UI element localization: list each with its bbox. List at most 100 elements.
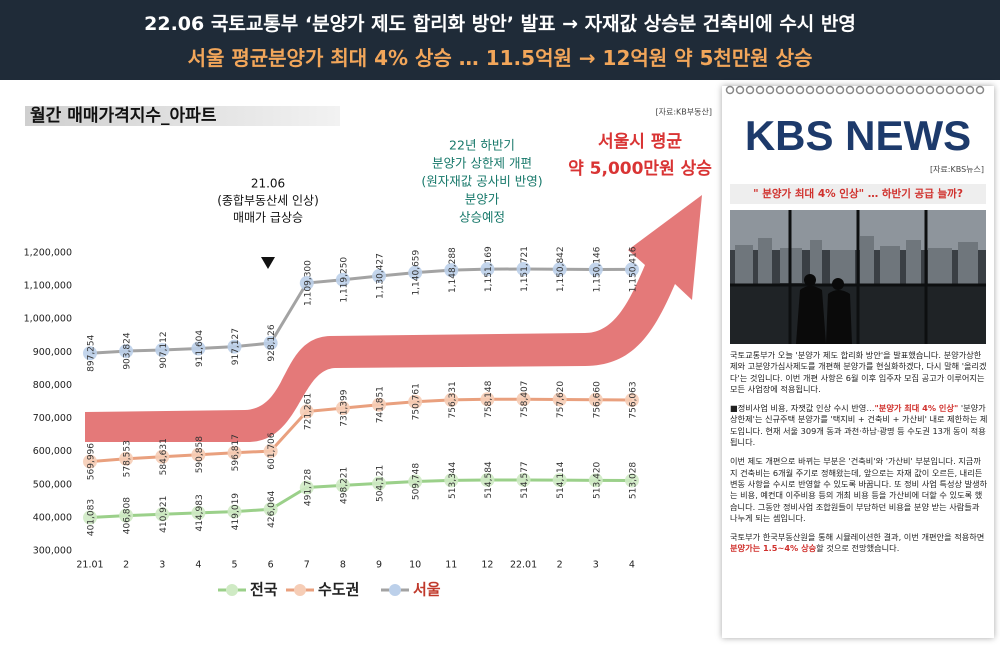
value-label: 498,221 xyxy=(339,467,349,504)
x-tick-label: 3 xyxy=(159,560,165,571)
legend-marker xyxy=(294,584,306,596)
news-paragraph: ■정비사업 비용, 자잿값 인상 수시 반영…"분양가 최대 4% 인상" '분… xyxy=(730,403,988,448)
value-label: 757,620 xyxy=(556,381,566,418)
x-tick-label: 5 xyxy=(231,560,237,571)
point-marker xyxy=(155,449,170,464)
ring xyxy=(925,85,935,95)
value-label: 569,996 xyxy=(87,443,97,480)
point-marker xyxy=(552,392,567,407)
value-label: 426,064 xyxy=(267,490,277,527)
point-marker xyxy=(588,392,603,407)
value-label: 741,851 xyxy=(376,386,386,423)
ring xyxy=(795,85,805,95)
value-label: 401,083 xyxy=(87,499,97,536)
ring xyxy=(915,85,925,95)
x-tick-label: 6 xyxy=(268,560,274,571)
point-marker xyxy=(227,504,242,519)
x-tick-label: 2 xyxy=(123,560,129,571)
value-label: 514,114 xyxy=(556,461,566,498)
value-label: 406,808 xyxy=(123,497,133,534)
value-label: 513,420 xyxy=(592,461,602,498)
ring xyxy=(945,85,955,95)
point-marker xyxy=(516,392,531,407)
value-label: 1,130,427 xyxy=(376,253,386,299)
annotation: 상승예정 xyxy=(459,210,505,225)
point-marker xyxy=(408,394,423,409)
ring xyxy=(865,85,875,95)
value-label: 721,261 xyxy=(303,393,313,430)
news-text: 국토부가 한국부동산원을 통해 시뮬레이션한 결과, 이번 개편안을 적용하면 xyxy=(730,532,985,543)
point-marker xyxy=(624,392,639,407)
news-logo: KBS NEWS xyxy=(744,112,972,159)
news-paragraph: 이번 제도 개편으로 바뀌는 부분은 '건축비'와 '가산비' 부분입니다. 지… xyxy=(730,456,988,524)
news-text: 분양가는 1.5~4% 상승 xyxy=(730,543,817,554)
x-tick-label: 4 xyxy=(629,560,635,571)
series-line xyxy=(89,267,632,355)
value-label: 513,028 xyxy=(628,462,638,499)
ring xyxy=(805,85,815,95)
y-tick-label: 700,000 xyxy=(33,413,72,424)
point-marker xyxy=(335,401,350,416)
news-text: ■정비사업 비용, 자잿값 인상 수시 반영… xyxy=(730,403,875,414)
value-label: 1,151,721 xyxy=(520,246,530,292)
y-tick-label: 300,000 xyxy=(33,546,72,557)
ring xyxy=(835,85,845,95)
annotation: (종합부동산세 인상) xyxy=(217,194,319,208)
point-marker xyxy=(299,404,314,419)
legend-marker xyxy=(389,584,401,596)
ring xyxy=(975,85,985,95)
point-marker xyxy=(552,262,567,277)
value-label: 578,553 xyxy=(123,440,133,477)
annotation: 21.06 xyxy=(251,177,285,191)
y-tick-label: 1,100,000 xyxy=(24,281,72,292)
ring xyxy=(965,85,975,95)
news-source: [자료:KBS뉴스] xyxy=(929,165,984,174)
pointer-triangle xyxy=(261,257,275,269)
x-tick-label: 2 xyxy=(557,560,563,571)
point-marker xyxy=(372,397,387,412)
annotation: 분양가 xyxy=(465,192,500,207)
value-label: 1,119,250 xyxy=(339,257,349,303)
point-marker xyxy=(444,263,459,278)
x-tick-label: 9 xyxy=(376,560,382,571)
binding-rings xyxy=(725,85,985,95)
point-marker xyxy=(516,472,531,487)
value-label: 758,148 xyxy=(484,380,494,417)
value-label: 1,109,300 xyxy=(303,260,313,306)
ring xyxy=(855,85,865,95)
ring xyxy=(735,85,745,95)
point-marker xyxy=(335,478,350,493)
value-label: 410,921 xyxy=(159,496,169,533)
value-label: 1,150,146 xyxy=(592,246,602,292)
ring xyxy=(895,85,905,95)
point-marker xyxy=(480,392,495,407)
point-marker xyxy=(263,444,278,459)
point-marker xyxy=(444,392,459,407)
x-tick-label: 22.01 xyxy=(510,560,537,571)
value-label: 756,331 xyxy=(448,381,458,418)
header-subline: 서울 평균분양가 최대 4% 상승 … 11.5억원 → 12억원 약 5천만원… xyxy=(187,46,813,70)
value-label: 504,121 xyxy=(376,465,386,502)
trend-arrow xyxy=(85,195,702,442)
chart-source: [자료:KB부동산] xyxy=(656,107,712,117)
news-text: 이번 제도 개편으로 바뀌는 부분은 '건축비'와 '가산비' 부분입니다. 지… xyxy=(730,456,988,523)
news-text: 할 것으로 전망했습니다. xyxy=(816,543,900,554)
x-tick-label: 10 xyxy=(409,560,421,571)
x-tick-label: 7 xyxy=(304,560,310,571)
title-box xyxy=(25,106,340,126)
point-marker xyxy=(263,336,278,351)
annotation: (원자재값 공사비 반영) xyxy=(421,174,542,189)
ring xyxy=(745,85,755,95)
ring xyxy=(825,85,835,95)
ring xyxy=(785,85,795,95)
ring xyxy=(875,85,885,95)
point-marker xyxy=(516,261,531,276)
point-marker xyxy=(191,505,206,520)
news-panel: KBS NEWS [자료:KBS뉴스] " 분양가 최대 4% 인상" … 하반… xyxy=(722,85,994,638)
value-label: 590,858 xyxy=(195,436,205,473)
value-label: 601,706 xyxy=(267,432,277,469)
value-label: 911,604 xyxy=(195,330,205,367)
annotation: 분양가 상한제 개편 xyxy=(432,156,532,171)
point-marker xyxy=(624,262,639,277)
value-label: 513,344 xyxy=(448,461,458,498)
